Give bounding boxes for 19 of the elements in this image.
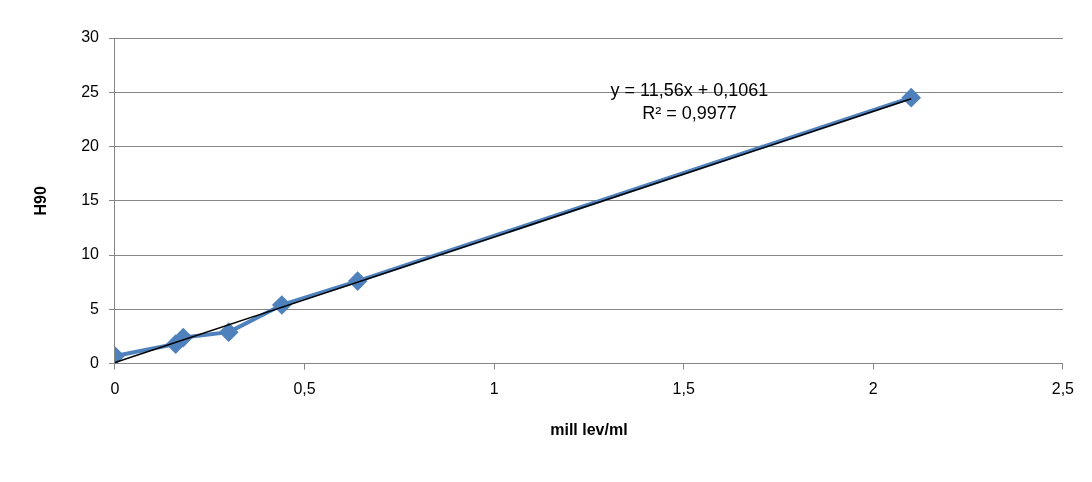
y-axis-title: H90 xyxy=(32,186,50,216)
annotation: R² = 0,9977 xyxy=(642,103,737,123)
y-tick-label: 30 xyxy=(81,28,100,46)
x-tick-label: 0 xyxy=(110,379,120,397)
y-tick-label: 15 xyxy=(81,191,100,209)
x-tick-label: 0,5 xyxy=(293,379,316,397)
y-tick-label: 5 xyxy=(90,299,100,317)
x-axis-title: mill lev/ml xyxy=(550,420,628,438)
x-tick-label: 1,5 xyxy=(672,379,695,397)
x-tick-label: 2 xyxy=(868,379,878,397)
y-tick-label: 0 xyxy=(90,354,100,372)
point xyxy=(902,88,921,107)
x-tick-label: 2,5 xyxy=(1051,379,1075,397)
y-tick-label: 10 xyxy=(81,245,100,263)
point xyxy=(219,323,238,342)
annotation: y = 11,56x + 0,1061 xyxy=(610,80,769,100)
y-tick-label: 25 xyxy=(81,82,100,100)
x-tick-label: 1 xyxy=(489,379,499,397)
y-tick-label: 20 xyxy=(81,136,100,154)
